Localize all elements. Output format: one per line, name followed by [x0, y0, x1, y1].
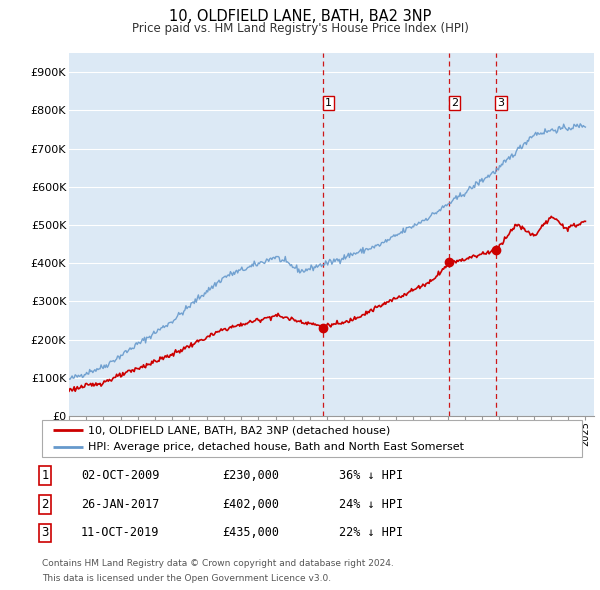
Text: 3: 3: [41, 526, 49, 539]
Text: 1: 1: [41, 469, 49, 482]
Text: £435,000: £435,000: [222, 526, 279, 539]
Text: 3: 3: [497, 98, 505, 108]
Text: Price paid vs. HM Land Registry's House Price Index (HPI): Price paid vs. HM Land Registry's House …: [131, 22, 469, 35]
Text: 10, OLDFIELD LANE, BATH, BA2 3NP: 10, OLDFIELD LANE, BATH, BA2 3NP: [169, 9, 431, 24]
Text: Contains HM Land Registry data © Crown copyright and database right 2024.: Contains HM Land Registry data © Crown c…: [42, 559, 394, 568]
Text: 26-JAN-2017: 26-JAN-2017: [81, 498, 160, 511]
Text: £230,000: £230,000: [222, 469, 279, 482]
Text: 02-OCT-2009: 02-OCT-2009: [81, 469, 160, 482]
Text: 10, OLDFIELD LANE, BATH, BA2 3NP (detached house): 10, OLDFIELD LANE, BATH, BA2 3NP (detach…: [88, 425, 390, 435]
Text: 2: 2: [41, 498, 49, 511]
Text: This data is licensed under the Open Government Licence v3.0.: This data is licensed under the Open Gov…: [42, 574, 331, 583]
Text: £402,000: £402,000: [222, 498, 279, 511]
FancyBboxPatch shape: [42, 420, 582, 457]
Text: 24% ↓ HPI: 24% ↓ HPI: [339, 498, 403, 511]
Text: 36% ↓ HPI: 36% ↓ HPI: [339, 469, 403, 482]
Text: HPI: Average price, detached house, Bath and North East Somerset: HPI: Average price, detached house, Bath…: [88, 442, 464, 452]
Text: 2: 2: [451, 98, 458, 108]
Text: 11-OCT-2019: 11-OCT-2019: [81, 526, 160, 539]
Text: 22% ↓ HPI: 22% ↓ HPI: [339, 526, 403, 539]
Text: 1: 1: [325, 98, 332, 108]
